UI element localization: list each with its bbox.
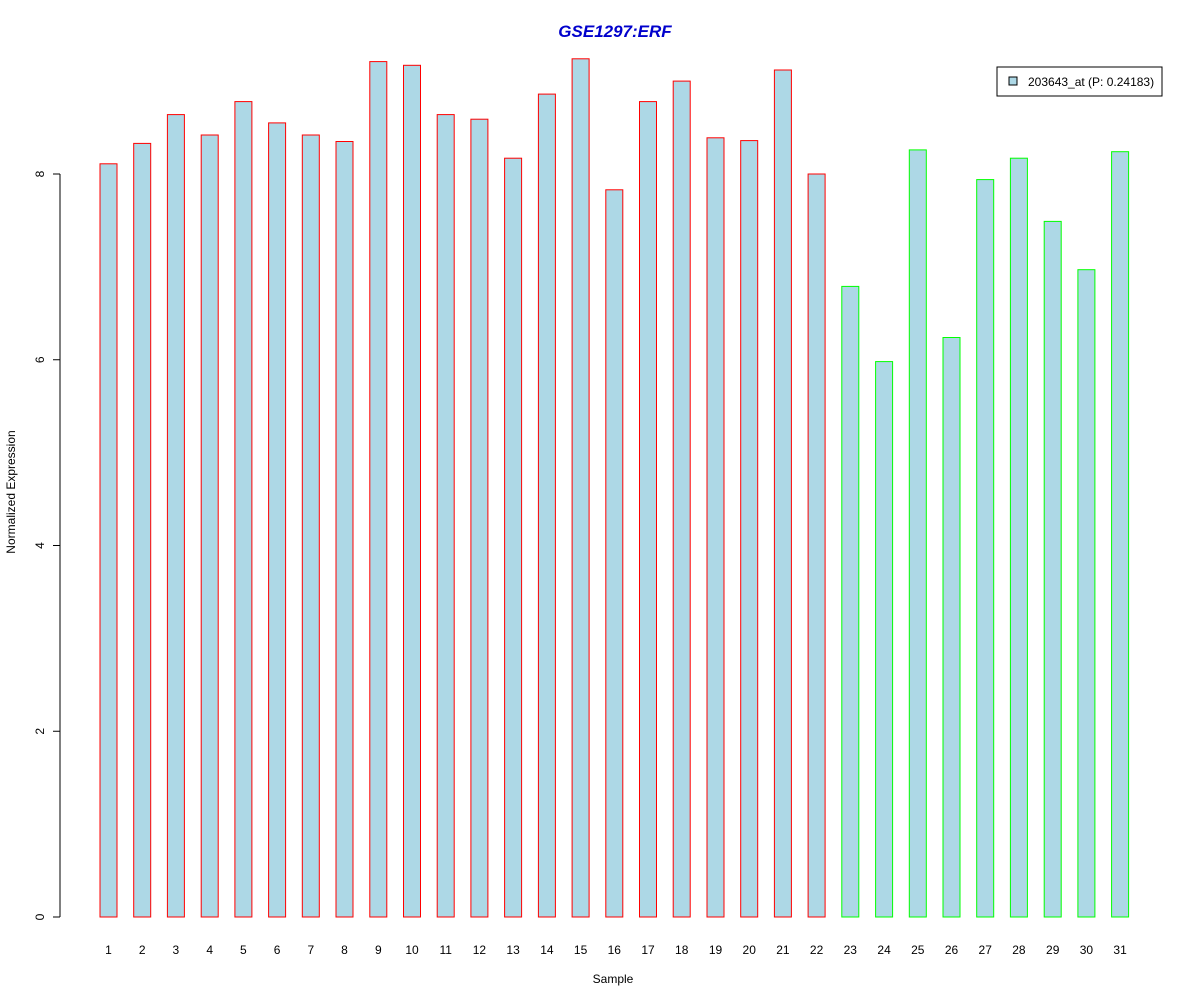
x-tick-label: 29: [1046, 943, 1060, 957]
y-tick-label: 4: [33, 542, 47, 549]
bar-sample-21: [773, 69, 792, 918]
y-tick-label: 0: [33, 913, 47, 920]
bar-sample-2: [133, 142, 152, 918]
bar-sample-4: [200, 134, 219, 918]
bar-sample-8: [335, 141, 354, 918]
bar-sample-10: [403, 64, 421, 918]
x-tick-label: 1: [105, 943, 112, 957]
y-axis-title: Normalized Expression: [4, 430, 18, 553]
x-tick-label: 31: [1113, 943, 1127, 957]
y-tick-label: 6: [33, 356, 47, 363]
x-tick-label: 13: [506, 943, 520, 957]
bar-sample-11: [436, 114, 455, 918]
bar-sample-6: [268, 122, 287, 918]
x-tick-label: 18: [675, 943, 689, 957]
bar-sample-13: [504, 157, 523, 918]
bar-sample-31: [1111, 151, 1130, 918]
bar-sample-25: [908, 149, 927, 918]
legend-box: [996, 66, 1163, 97]
bar-sample-27: [976, 179, 995, 918]
bar-sample-14: [537, 93, 556, 918]
y-tick-label: 8: [33, 170, 47, 177]
legend: 203643_at (P: 0.24183): [996, 66, 1163, 97]
x-tick-label: 15: [574, 943, 588, 957]
x-tick-label: 25: [911, 943, 925, 957]
x-tick-label: 12: [473, 943, 487, 957]
x-tick-label: 17: [641, 943, 655, 957]
bars-group: [99, 58, 1130, 918]
x-tick-label: 9: [375, 943, 382, 957]
x-tick-label: 23: [844, 943, 858, 957]
bar-sample-20: [740, 140, 759, 918]
y-tick-label: 2: [33, 728, 47, 735]
x-tick-label: 19: [709, 943, 723, 957]
bar-sample-26: [942, 337, 961, 918]
bar-sample-12: [470, 118, 489, 918]
bar-sample-3: [166, 114, 185, 918]
bar-sample-28: [1009, 157, 1028, 918]
x-tick-label: 5: [240, 943, 247, 957]
x-tick-label: 10: [405, 943, 419, 957]
x-tick-label: 30: [1080, 943, 1094, 957]
x-tick-label: 27: [979, 943, 993, 957]
x-tick-label: 8: [341, 943, 348, 957]
bar-sample-18: [672, 80, 691, 918]
legend-label: 203643_at (P: 0.24183): [1028, 75, 1154, 89]
x-tick-label: 3: [173, 943, 180, 957]
x-tick-label: 22: [810, 943, 824, 957]
bar-sample-9: [369, 61, 388, 918]
bar-sample-29: [1043, 220, 1062, 918]
bar-sample-19: [706, 137, 725, 918]
bar-sample-23: [841, 285, 860, 918]
x-tick-label: 28: [1012, 943, 1026, 957]
x-axis-title: Sample: [593, 972, 634, 986]
x-tick-labels: 1 2 3 4 5 6 7 8 9 10 11 12 13 14 15 16 17 18 19 20 21 22 23 24 2…: [105, 943, 1127, 957]
bar-sample-22: [807, 173, 826, 918]
x-tick-label: 24: [877, 943, 891, 957]
y-axis: 0 2 4 6 8: [33, 170, 61, 920]
chart-title: GSE1297:ERF: [558, 22, 672, 41]
x-tick-label: 26: [945, 943, 959, 957]
x-tick-label: 11: [439, 943, 452, 957]
bar-sample-16: [605, 189, 624, 918]
bar-sample-30: [1077, 269, 1096, 918]
x-tick-label: 4: [206, 943, 213, 957]
bar-sample-17: [639, 101, 657, 918]
bar-sample-1: [99, 163, 118, 918]
x-tick-label: 2: [139, 943, 146, 957]
x-tick-label: 16: [608, 943, 622, 957]
bar-sample-5: [234, 101, 253, 918]
x-tick-label: 6: [274, 943, 281, 957]
x-tick-label: 20: [743, 943, 757, 957]
bar-sample-7: [301, 134, 320, 918]
bar-sample-24: [875, 361, 894, 918]
x-tick-label: 21: [776, 943, 790, 957]
bar-sample-15: [571, 58, 590, 918]
x-tick-label: 14: [540, 943, 554, 957]
legend-swatch: [1008, 76, 1018, 86]
x-tick-label: 7: [307, 943, 314, 957]
